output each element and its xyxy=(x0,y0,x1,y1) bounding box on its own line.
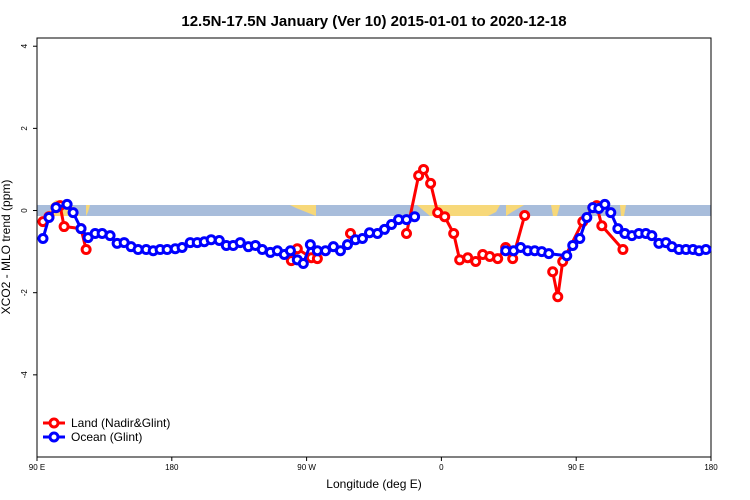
point xyxy=(605,207,617,219)
point xyxy=(334,245,346,257)
legend-label: Land (Nadir&Glint) xyxy=(71,416,170,430)
x-tick-label: 180 xyxy=(704,463,718,472)
point xyxy=(552,291,564,303)
point xyxy=(61,198,73,210)
series-line xyxy=(42,166,625,298)
point xyxy=(213,235,225,247)
point xyxy=(448,228,460,240)
point xyxy=(409,211,421,223)
point xyxy=(574,232,586,244)
point xyxy=(596,220,608,232)
point xyxy=(176,242,188,253)
point xyxy=(612,223,624,235)
point xyxy=(319,245,331,257)
point xyxy=(304,239,316,251)
legend-swatch-point xyxy=(48,431,60,443)
point xyxy=(439,211,451,223)
point xyxy=(470,255,482,267)
point xyxy=(581,212,593,224)
point xyxy=(519,209,531,221)
y-tick-label: -2 xyxy=(20,289,29,297)
chart-title: 12.5N-17.5N January (Ver 10) 2015-01-01 … xyxy=(181,13,566,30)
point xyxy=(547,266,559,278)
point xyxy=(234,237,246,249)
legend-swatch-point xyxy=(48,417,60,429)
y-axis-label: XCO2 - MLO trend (ppm) xyxy=(0,180,13,315)
point xyxy=(80,244,92,256)
x-tick-label: 90 W xyxy=(297,463,316,472)
point xyxy=(401,228,413,240)
y-tick-label: -4 xyxy=(20,371,29,379)
point xyxy=(43,212,55,224)
point xyxy=(418,163,430,175)
point xyxy=(37,232,49,244)
point xyxy=(378,223,390,235)
point xyxy=(617,244,629,256)
point xyxy=(492,253,504,265)
point xyxy=(599,198,611,210)
point xyxy=(58,221,70,233)
point xyxy=(356,232,368,244)
y-tick-label: 2 xyxy=(20,126,29,131)
point xyxy=(67,207,79,219)
point xyxy=(567,239,579,251)
y-tick-label: 4 xyxy=(20,43,29,48)
x-tick-label: 90 E xyxy=(568,463,584,472)
point xyxy=(104,230,116,242)
x-tick-label: 180 xyxy=(165,463,179,472)
point xyxy=(50,202,62,214)
point xyxy=(561,250,573,262)
point xyxy=(75,223,87,235)
point xyxy=(425,177,437,189)
point xyxy=(543,248,555,260)
point xyxy=(386,218,398,230)
point xyxy=(284,245,296,257)
legend-label: Ocean (Glint) xyxy=(71,430,142,444)
point xyxy=(646,230,658,242)
x-axis-label: Longitude (deg E) xyxy=(326,477,421,491)
point xyxy=(297,258,309,270)
x-tick-label: 90 E xyxy=(29,463,45,472)
y-tick-label: 0 xyxy=(20,208,29,213)
point xyxy=(341,239,353,251)
ocean-band xyxy=(37,205,711,216)
x-tick-label: 0 xyxy=(439,463,444,472)
point xyxy=(700,244,712,256)
